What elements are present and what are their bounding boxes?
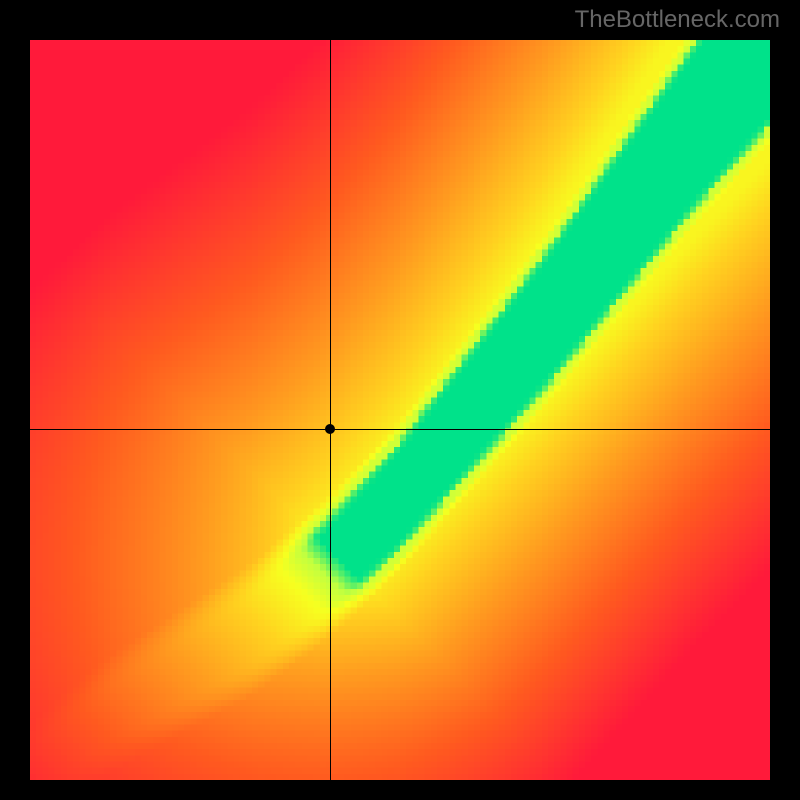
crosshair-marker	[325, 424, 335, 434]
crosshair-vertical	[330, 40, 331, 780]
crosshair-horizontal	[30, 429, 770, 430]
heatmap-canvas	[30, 40, 770, 780]
watermark-text: TheBottleneck.com	[575, 6, 780, 34]
plot-area	[30, 40, 770, 780]
chart-container: TheBottleneck.com	[0, 0, 800, 800]
